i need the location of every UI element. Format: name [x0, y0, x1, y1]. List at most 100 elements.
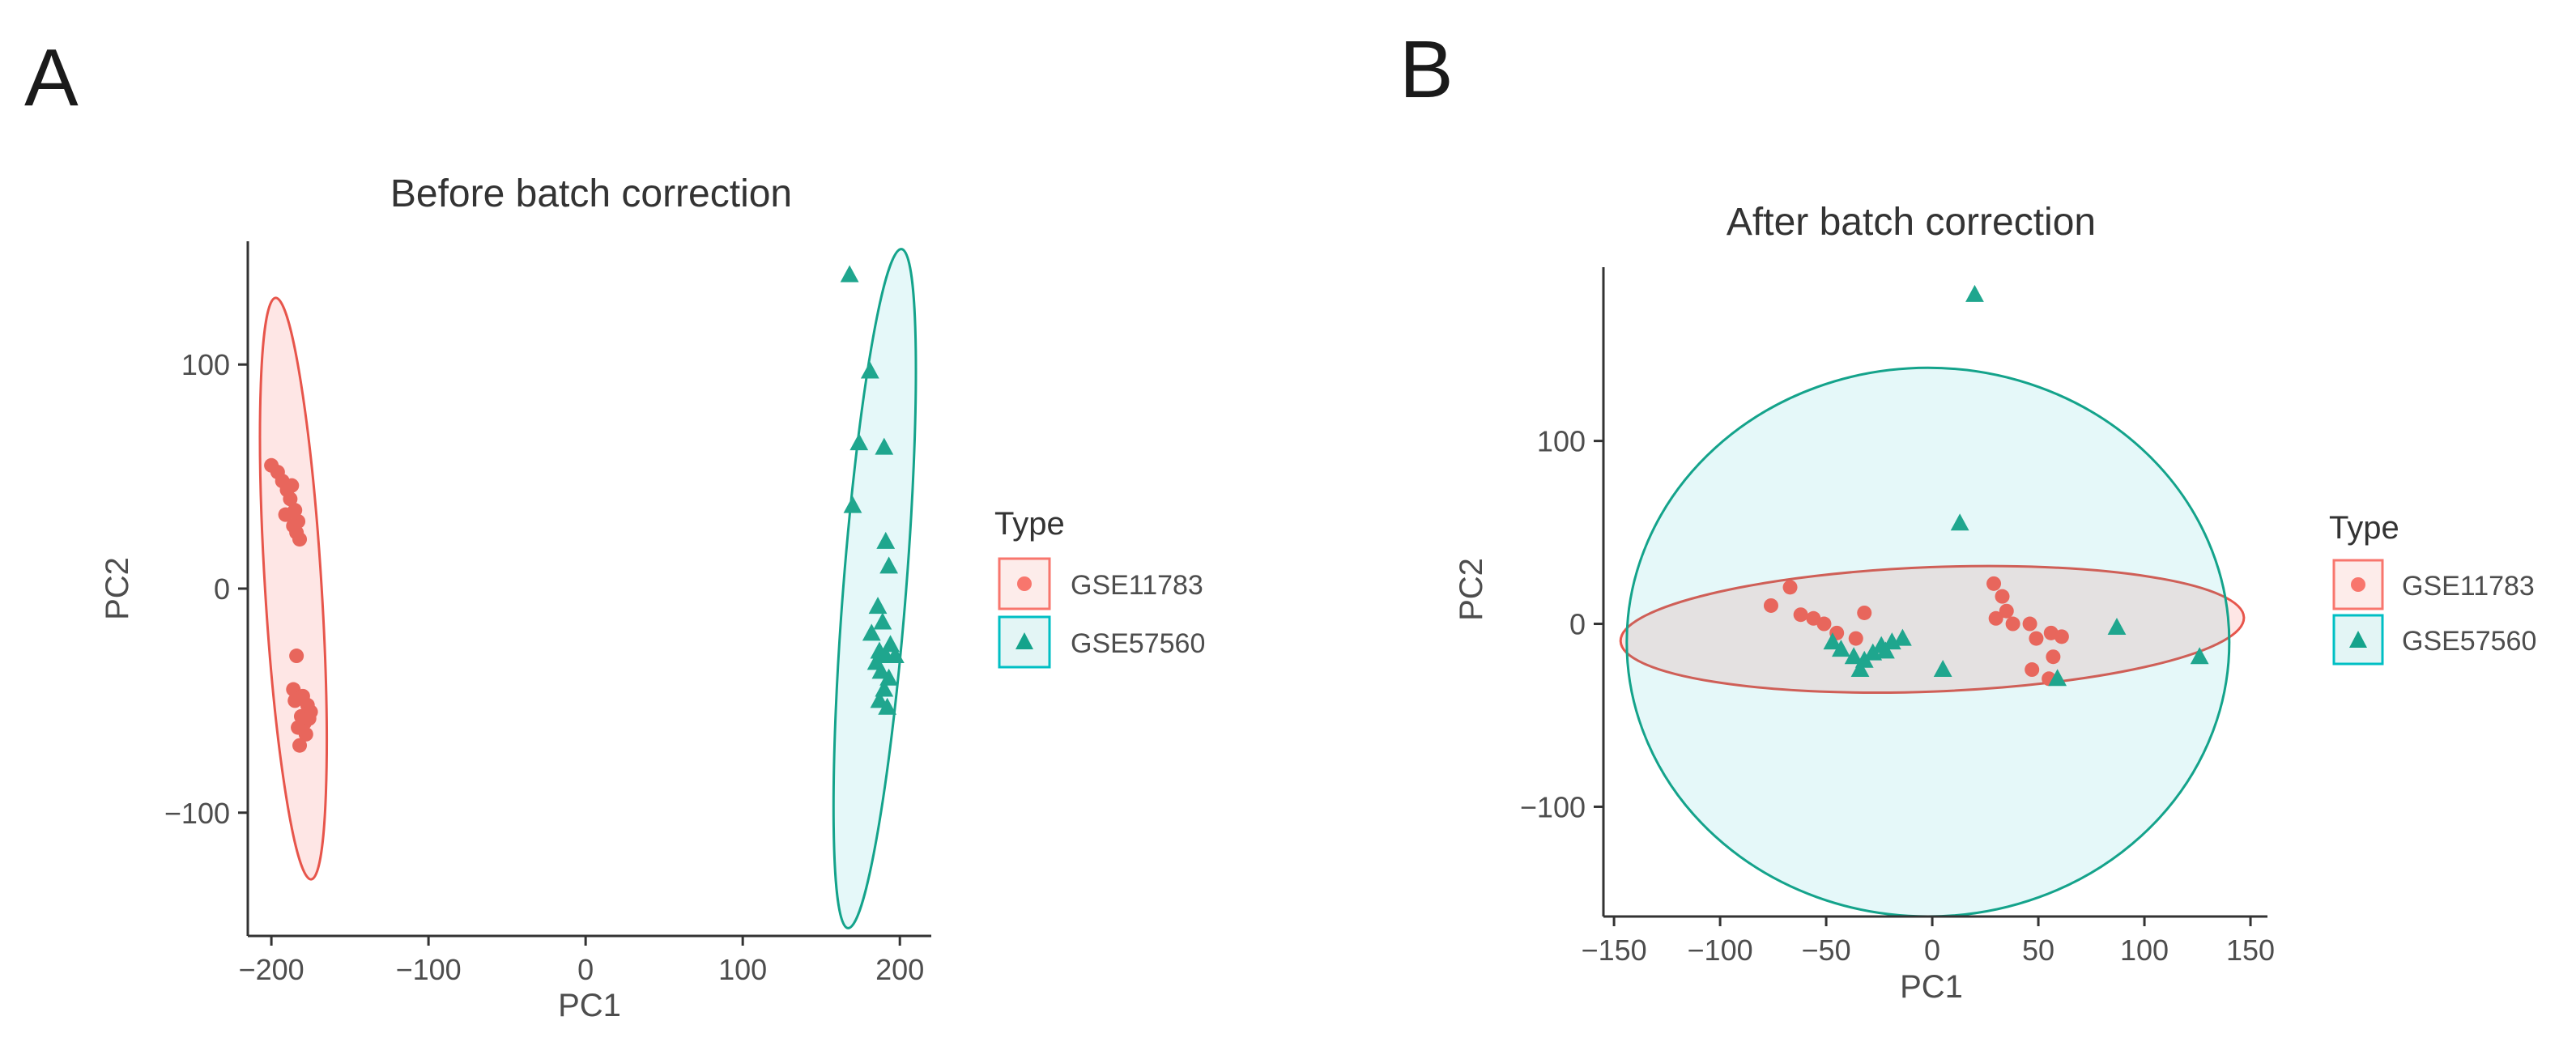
panel-a: A Before batch correction −200 −100 0 100 20…	[24, 32, 1205, 1023]
point-gse11783	[292, 738, 308, 753]
point-gse57560	[2048, 669, 2067, 687]
y-axis-title-b: PC2	[1454, 558, 1489, 621]
point-gse11783	[2025, 662, 2040, 678]
point-gse11783	[1986, 576, 2002, 591]
point-gse57560	[878, 697, 897, 715]
legend-marker-gse11783-b	[2351, 577, 2365, 592]
x-axis-title-a: PC1	[558, 988, 621, 1023]
point-gse11783	[278, 507, 293, 522]
point-gse11783	[1999, 603, 2014, 619]
confidence-ellipse-gse11783	[1619, 564, 2246, 694]
point-gse11783	[1763, 598, 1778, 613]
x-tick-label: 0	[577, 953, 594, 986]
point-gse57560	[860, 361, 879, 379]
point-gse57560	[840, 265, 859, 283]
point-gse11783	[1857, 605, 1872, 620]
point-gse11783	[1793, 607, 1808, 623]
x-tick-label: 0	[1924, 934, 1940, 967]
ellipses-a	[258, 248, 918, 929]
x-ticks-a: −200 −100 0 100 200	[239, 936, 924, 986]
point-gse11783	[1782, 580, 1798, 595]
y-ticks-a: −100 0 100	[164, 348, 248, 830]
legend-label-gse57560-b: GSE57560	[2402, 626, 2536, 657]
point-gse57560	[2190, 647, 2209, 665]
point-gse57560	[843, 495, 862, 513]
point-gse11783	[1816, 616, 1832, 632]
legend-label-gse57560-a: GSE57560	[1071, 628, 1205, 659]
y-ticks-b: −100 0 100	[1520, 425, 1603, 823]
x-tick-label: −150	[1582, 934, 1647, 967]
x-ticks-b: −150 −100 −50 0 50 100 150	[1582, 917, 2275, 967]
y-tick-label: 0	[1569, 608, 1586, 641]
legend-a: Type GSE11783 GSE57560	[994, 506, 1205, 669]
confidence-ellipse-gse57560	[1625, 366, 2231, 918]
point-gse57560	[862, 623, 881, 641]
point-gse11783	[2054, 629, 2069, 644]
point-gse11783	[298, 726, 313, 742]
x-tick-label: 200	[875, 953, 924, 986]
x-tick-label: 100	[718, 953, 767, 986]
x-axis-title-b: PC1	[1900, 969, 1963, 1005]
points-b	[1763, 284, 2209, 687]
y-tick-label: −100	[1520, 790, 1586, 823]
point-gse57560	[868, 597, 888, 615]
point-gse57560	[849, 433, 869, 451]
points-a	[264, 265, 905, 753]
point-gse11783	[2005, 616, 2020, 632]
point-gse57560	[1823, 632, 1842, 650]
point-gse57560	[1950, 513, 1969, 531]
point-gse57560	[885, 646, 905, 664]
y-axis-title-a: PC2	[100, 557, 135, 620]
point-gse57560	[1844, 647, 1863, 665]
point-gse11783	[2046, 649, 2061, 665]
x-tick-label: 150	[2226, 934, 2275, 967]
point-gse57560	[1876, 641, 1895, 659]
point-gse11783	[1988, 610, 2003, 626]
point-gse57560	[879, 556, 899, 574]
x-tick-label: −200	[239, 953, 304, 986]
point-gse11783	[2029, 631, 2044, 646]
legend-label-gse11783-b: GSE11783	[2402, 571, 2535, 602]
legend-marker-gse11783-a	[1017, 576, 1032, 591]
point-gse11783	[289, 649, 304, 664]
point-gse57560	[1832, 640, 1850, 657]
point-gse11783	[292, 532, 308, 547]
point-gse57560	[1933, 660, 1952, 678]
y-tick-label: 100	[181, 348, 230, 381]
legend-marker-gse57560-b	[2349, 631, 2367, 648]
point-gse11783	[2022, 616, 2037, 632]
point-gse57560	[873, 612, 892, 630]
point-gse57560	[876, 531, 896, 549]
chart-title-a: Before batch correction	[390, 172, 792, 215]
point-gse57560	[1893, 628, 1912, 646]
y-tick-label: 0	[214, 572, 230, 606]
point-gse11783	[283, 491, 298, 507]
point-gse11783	[1848, 631, 1863, 646]
point-gse57560	[875, 437, 894, 455]
point-gse57560	[1965, 284, 1984, 302]
x-tick-label: 50	[2022, 934, 2054, 967]
point-gse11783	[287, 693, 303, 708]
x-tick-label: −50	[1802, 934, 1851, 967]
legend-b: Type GSE11783 GSE57560	[2329, 510, 2536, 666]
panel-letter-a: A	[24, 32, 79, 123]
point-gse11783	[284, 478, 300, 493]
panel-b: B After batch correction −150 −100 −50 0 50 1…	[1399, 24, 2536, 1005]
legend-title-b: Type	[2329, 510, 2399, 546]
confidence-ellipse-gse11783	[258, 296, 328, 881]
ellipses-b	[1619, 366, 2246, 918]
x-tick-label: −100	[396, 953, 462, 986]
chart-title-b: After batch correction	[1727, 201, 2096, 244]
point-gse57560	[2107, 618, 2127, 636]
legend-label-gse11783-a: GSE11783	[1071, 570, 1203, 601]
panel-letter-b: B	[1399, 24, 1454, 115]
point-gse11783	[301, 711, 317, 726]
y-tick-label: 100	[1537, 425, 1586, 458]
legend-marker-gse57560-a	[1015, 632, 1033, 649]
x-tick-label: 100	[2120, 934, 2169, 967]
point-gse57560	[1850, 660, 1870, 678]
confidence-ellipse-gse57560	[832, 248, 918, 929]
point-gse11783	[1995, 589, 2010, 604]
y-tick-label: −100	[164, 797, 230, 830]
